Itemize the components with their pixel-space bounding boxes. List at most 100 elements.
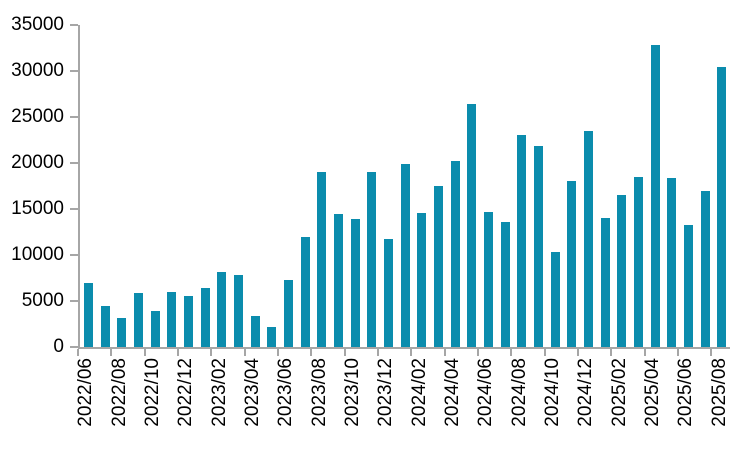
- bar-slot: [630, 25, 647, 347]
- bar-2023/12: [383, 239, 393, 347]
- bar-2025/03: [634, 176, 643, 347]
- bar-2023/01: [200, 288, 210, 347]
- y-axis-tick-mark: [70, 116, 78, 118]
- bar-2024/05: [467, 104, 477, 347]
- bar-slot: [513, 25, 530, 347]
- bar-slot: [563, 25, 580, 347]
- x-axis-tick-mark: [143, 349, 146, 356]
- bar-2023/07: [300, 236, 310, 347]
- bar-slot: [297, 25, 314, 347]
- bar-2024/11: [567, 180, 577, 347]
- bar-2025/07: [700, 190, 710, 347]
- y-axis-tick-mark: [70, 24, 78, 26]
- bar-slot: [247, 25, 264, 347]
- x-axis-tick-mark: [110, 349, 113, 356]
- x-axis-tick-label: 2024/04: [442, 358, 463, 427]
- bar-2024/07: [500, 221, 510, 347]
- bar-2025/04: [650, 45, 660, 347]
- x-axis-tick-label: 2023/04: [242, 358, 263, 427]
- x-axis-tick-mark: [677, 349, 679, 356]
- bar-slot: [80, 25, 97, 347]
- bar-2025/06: [684, 224, 694, 347]
- x-axis-tick-mark: [243, 349, 246, 356]
- bar-slot: [647, 25, 664, 347]
- y-axis-tick-label: 35000: [11, 14, 64, 35]
- bar-slot: [213, 25, 230, 347]
- bar-2022/09: [133, 292, 143, 347]
- x-axis-tick-label: 2025/08: [708, 358, 730, 427]
- x-axis-tick-label: 2022/10: [142, 358, 163, 427]
- plot-area: [78, 25, 730, 349]
- y-axis-tick-label: 20000: [11, 152, 64, 173]
- bar-slot: [413, 25, 430, 347]
- bar-2025/01: [600, 218, 610, 347]
- x-axis-tick-mark: [543, 349, 546, 356]
- bar-2024/08: [517, 135, 527, 347]
- x-axis-tick-mark: [610, 349, 613, 356]
- bar-slot: [430, 25, 447, 347]
- y-axis-tick-label: 10000: [11, 244, 64, 265]
- bar-2025/05: [667, 177, 677, 347]
- bar-2022/12: [183, 295, 193, 347]
- bar-2022/10: [150, 311, 160, 347]
- x-axis-tick-label: 2023/08: [308, 358, 330, 427]
- y-axis-tick-mark: [70, 346, 78, 348]
- x-axis-tick-label: 2025/06: [675, 358, 697, 427]
- x-axis-tick-mark: [310, 349, 313, 356]
- bar-slot: [280, 25, 297, 347]
- bar-slot: [163, 25, 180, 347]
- x-axis-tick-label: 2022/12: [175, 358, 197, 427]
- bar-slot: [463, 25, 480, 347]
- x-axis-tick-label: 2024/08: [508, 358, 530, 427]
- x-axis-tick-label: 2023/02: [208, 358, 230, 427]
- bar-slot: [197, 25, 214, 347]
- bar-slot: [597, 25, 614, 347]
- bar-slot: [547, 25, 564, 347]
- x-axis-tick-mark: [210, 349, 213, 356]
- y-axis-tick-label: 25000: [11, 106, 64, 127]
- bar-2025/08: [717, 67, 727, 347]
- y-axis-tick-label: 0: [53, 336, 64, 357]
- x-axis-tick-mark: [177, 349, 179, 356]
- bar-slot: [97, 25, 114, 347]
- y-axis-tick-label: 5000: [21, 290, 64, 311]
- x-axis-tick-label: 2024/10: [542, 358, 563, 427]
- bar-2023/09: [333, 213, 343, 347]
- x-axis-tick-mark: [77, 349, 79, 356]
- bar-2023/05: [267, 326, 277, 347]
- bar-slot: [497, 25, 514, 347]
- bar-slot: [480, 25, 497, 347]
- x-axis-tick-mark: [643, 349, 646, 356]
- x-axis-tick-label: 2023/06: [275, 358, 297, 427]
- x-axis-tick-mark: [277, 349, 279, 356]
- bar-slot: [530, 25, 547, 347]
- y-axis-tick-mark: [70, 254, 78, 256]
- bar-2023/11: [367, 172, 377, 347]
- bar-slot: [380, 25, 397, 347]
- x-axis-tick-mark: [343, 349, 346, 356]
- x-axis-tick-label: 2023/12: [375, 358, 397, 427]
- x-axis-tick-label: 2022/06: [75, 358, 97, 427]
- bar-slot: [397, 25, 414, 347]
- bar-2022/08: [117, 317, 127, 347]
- y-axis-tick-mark: [70, 70, 78, 72]
- y-axis-tick-mark: [70, 162, 78, 164]
- x-axis-tick-label: 2023/10: [342, 358, 363, 427]
- bar-2023/04: [250, 315, 260, 347]
- bar-slot: [230, 25, 247, 347]
- bar-slot: [113, 25, 130, 347]
- x-axis-tick-label: 2022/08: [108, 358, 130, 427]
- y-axis-tick-label: 30000: [11, 60, 64, 81]
- bar-slot: [680, 25, 697, 347]
- x-axis-tick-mark: [510, 349, 513, 356]
- y-axis-tick-mark: [70, 300, 78, 302]
- x-axis-tick-label: 2025/04: [642, 358, 663, 427]
- y-axis-tick-mark: [70, 208, 78, 210]
- bar-2023/06: [283, 279, 293, 347]
- bar-2024/04: [450, 161, 460, 347]
- x-axis-tick-mark: [377, 349, 379, 356]
- bars-container: [80, 25, 730, 347]
- bar-slot: [147, 25, 164, 347]
- bar-slot: [447, 25, 464, 347]
